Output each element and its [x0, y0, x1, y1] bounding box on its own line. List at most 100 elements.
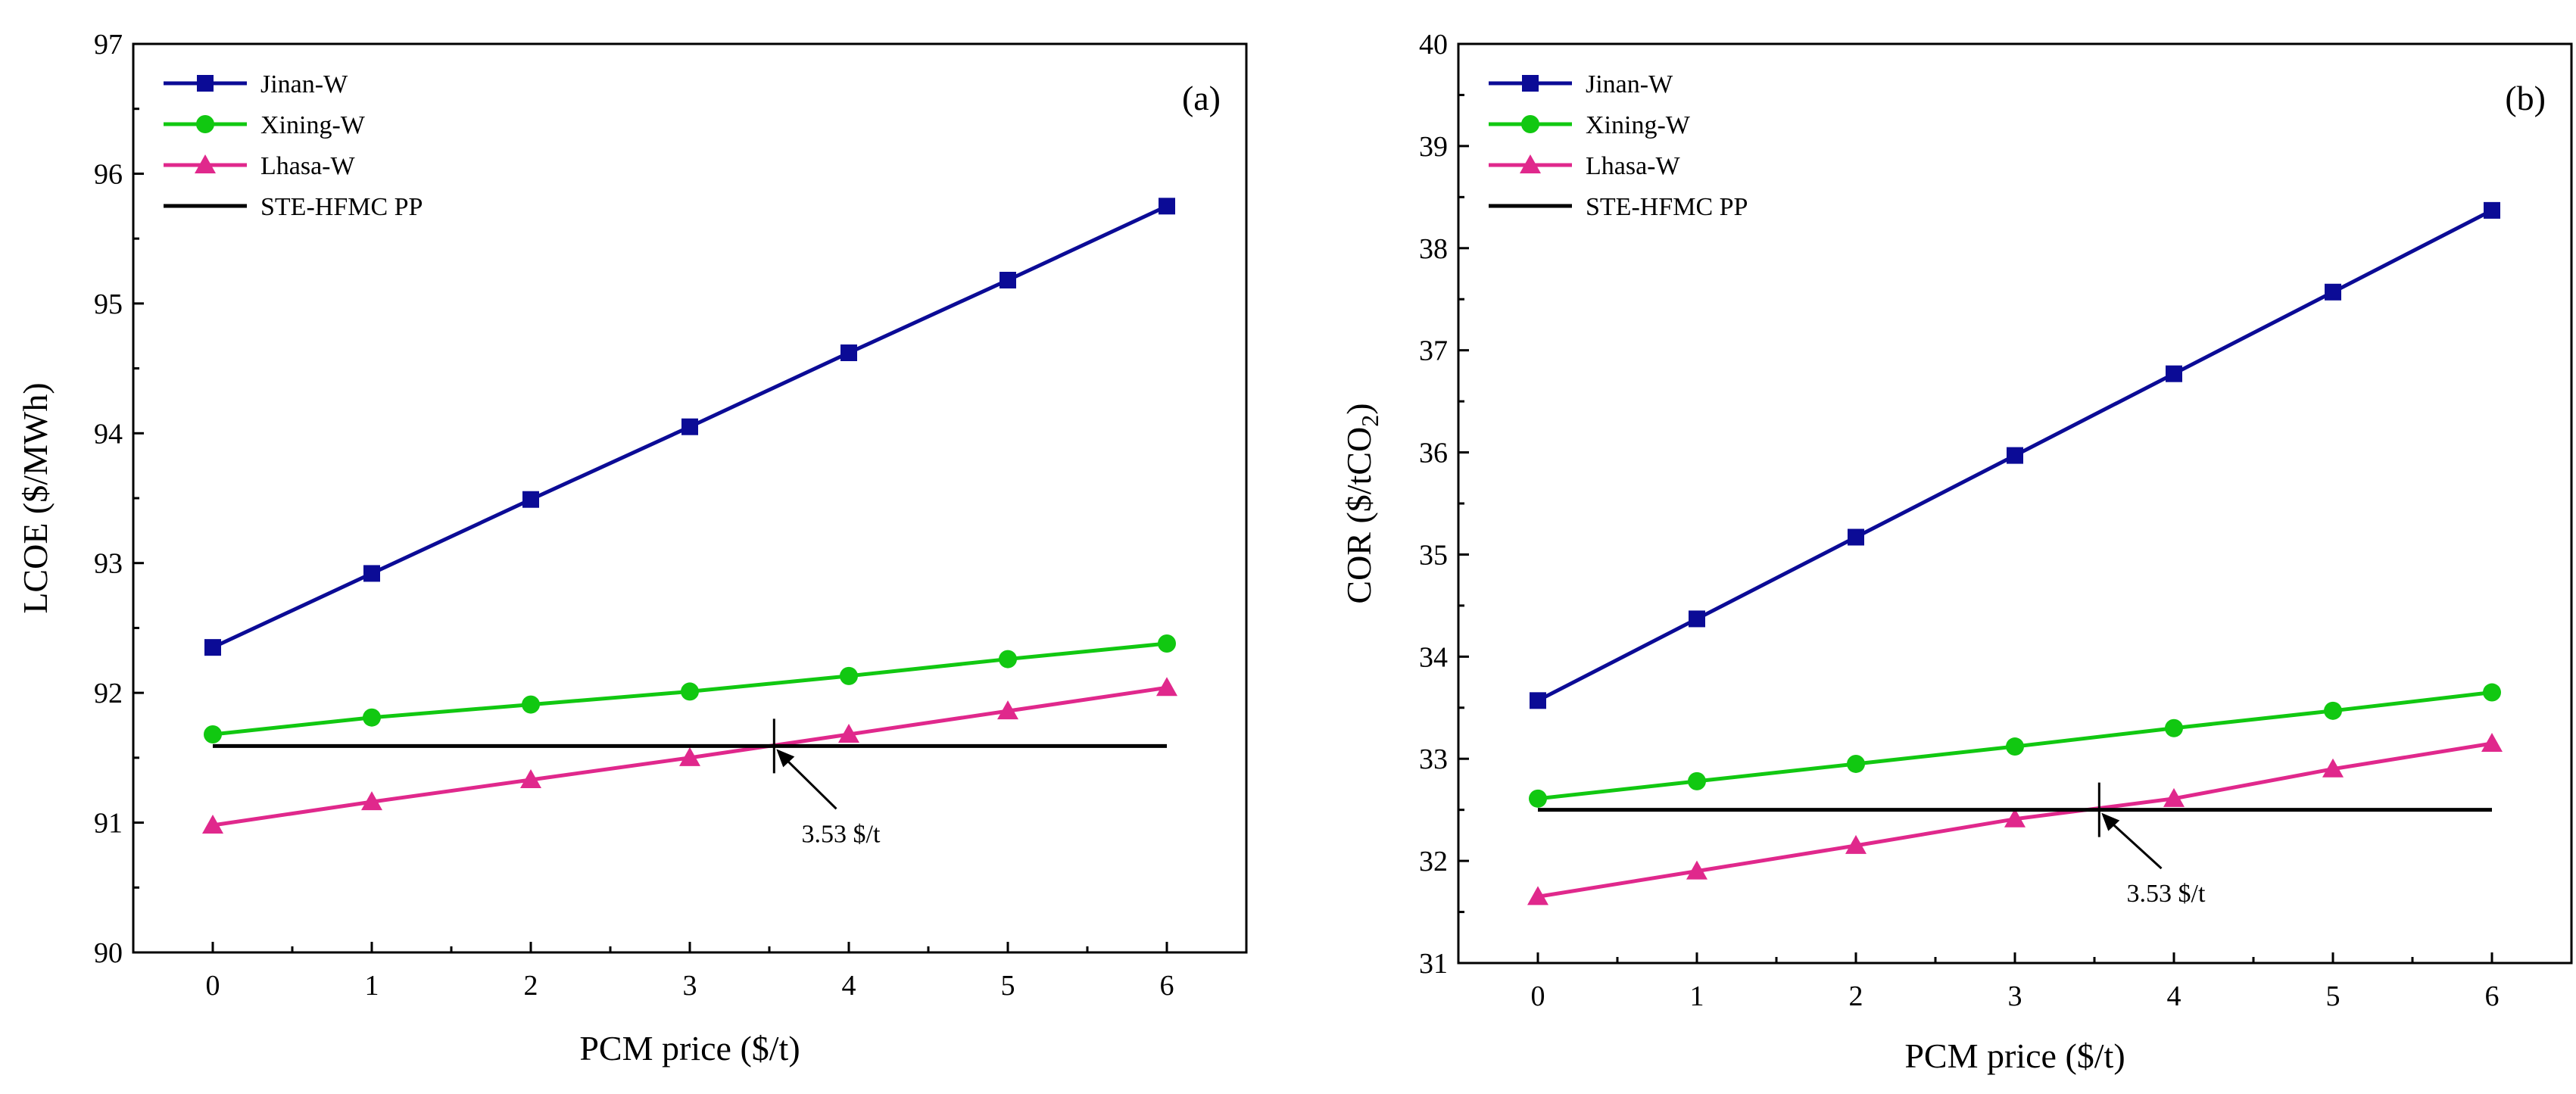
- data-point-lhasa-w-b: [1686, 860, 1707, 880]
- data-point-xining-w-a: [522, 695, 540, 714]
- data-point-lhasa-w-b: [2481, 732, 2503, 752]
- x-tick-label-a: 6: [1160, 970, 1174, 1002]
- annotation-arrowhead-a: [776, 749, 795, 768]
- panel-tag-b: (b): [2505, 79, 2546, 117]
- data-point-jinan-w-b: [2325, 283, 2341, 301]
- y-axis-label-b: COR ($/tCO2): [1339, 403, 1383, 603]
- data-point-lhasa-w-a: [202, 815, 223, 834]
- data-point-jinan-w-a: [1000, 272, 1016, 288]
- y-tick-label-b: 32: [1419, 846, 1448, 877]
- x-tick-label-a: 2: [524, 970, 538, 1002]
- data-point-xining-w-b: [1847, 754, 1865, 773]
- data-point-jinan-w-b: [1530, 692, 1546, 709]
- y-tick-label-b: 35: [1419, 539, 1448, 571]
- plot-area-a: [132, 42, 1248, 954]
- annotation-text-b: 3.53 $/t: [2127, 880, 2206, 908]
- y-tick-label-b: 34: [1419, 641, 1448, 673]
- legend-label-lhasa-w-b: Lhasa-W: [1586, 152, 1681, 180]
- x-tick-label-b: 5: [2326, 980, 2341, 1012]
- y-tick-label-a: 90: [94, 937, 123, 969]
- legend-label-jinan-w-a: Jinan-W: [260, 70, 348, 98]
- x-tick-label-b: 6: [2485, 980, 2500, 1012]
- x-tick-label-b: 0: [1531, 980, 1545, 1012]
- data-point-jinan-w-a: [681, 418, 698, 435]
- x-axis-label-b: PCM price ($/t): [1904, 1036, 2125, 1075]
- legend-marker-xining-w-a: [196, 115, 214, 133]
- data-point-jinan-w-b: [1848, 528, 1864, 546]
- data-point-lhasa-w-b: [2004, 808, 2026, 828]
- y-axis-label-b-main: COR ($/tCO: [1339, 427, 1378, 604]
- y-tick-label-a: 92: [94, 678, 123, 709]
- legend-label-xining-w-a: Xining-W: [260, 111, 366, 139]
- data-point-jinan-w-a: [204, 639, 221, 656]
- y-tick-label-b: 39: [1419, 131, 1448, 163]
- legend-label-ste-hfmc-pp-a: STE-HFMC PP: [260, 193, 423, 221]
- y-tick-label-a: 93: [94, 548, 123, 580]
- y-tick-label-b: 40: [1419, 29, 1448, 61]
- legend-label-lhasa-w-a: Lhasa-W: [260, 152, 356, 180]
- data-point-jinan-w-a: [840, 344, 857, 361]
- data-point-lhasa-w-a: [520, 769, 541, 788]
- data-point-xining-w-a: [1158, 634, 1176, 653]
- x-tick-label-a: 1: [365, 970, 379, 1002]
- legend-marker-xining-w-b: [1521, 115, 1539, 133]
- data-point-xining-w-b: [1529, 789, 1547, 808]
- data-point-xining-w-a: [363, 708, 381, 727]
- data-point-jinan-w-b: [2007, 447, 2023, 464]
- x-tick-label-b: 3: [2008, 980, 2022, 1012]
- data-point-xining-w-a: [204, 725, 222, 743]
- legend-label-ste-hfmc-pp-b: STE-HFMC PP: [1586, 193, 1748, 221]
- legend-marker-lhasa-w-b: [1520, 154, 1541, 173]
- y-axis-label-b-sub: 2: [1356, 415, 1383, 427]
- y-tick-label-a: 94: [94, 418, 123, 450]
- data-point-lhasa-w-a: [838, 724, 859, 743]
- x-axis-label-a: PCM price ($/t): [579, 1029, 800, 1068]
- data-point-jinan-w-a: [1159, 198, 1175, 215]
- data-point-xining-w-a: [999, 650, 1017, 669]
- legend-marker-jinan-w-b: [1522, 75, 1539, 92]
- data-point-jinan-w-a: [522, 491, 539, 508]
- y-tick-label-b: 36: [1419, 438, 1448, 469]
- x-tick-label-a: 5: [1001, 970, 1015, 1002]
- x-tick-label-b: 1: [1690, 980, 1704, 1012]
- data-point-lhasa-w-a: [997, 700, 1018, 720]
- x-tick-label-b: 4: [2167, 980, 2181, 1012]
- legend-a: Jinan-W Xining-W Lhasa-W STE-HFMC PP: [164, 70, 423, 221]
- y-tick-label-a: 95: [94, 288, 123, 320]
- legend-marker-lhasa-w-a: [195, 154, 216, 173]
- data-point-xining-w-a: [681, 682, 699, 701]
- data-point-jinan-w-b: [2166, 365, 2182, 382]
- y-tick-label-b: 33: [1419, 743, 1448, 775]
- y-axis-label-a: LCOE ($/MWh): [16, 382, 55, 613]
- data-point-jinan-w-b: [2484, 201, 2500, 219]
- data-point-lhasa-w-b: [2322, 758, 2344, 778]
- data-point-xining-w-b: [2483, 683, 2501, 702]
- data-point-lhasa-w-a: [679, 746, 700, 766]
- legend-b: Jinan-W Xining-W Lhasa-W STE-HFMC PP: [1489, 70, 1748, 221]
- y-tick-label-a: 96: [94, 158, 123, 190]
- data-point-xining-w-b: [2165, 718, 2183, 737]
- y-tick-label-b: 31: [1419, 948, 1448, 980]
- y-axis-label-b-end: ): [1339, 403, 1378, 414]
- data-point-lhasa-w-b: [1845, 834, 1867, 854]
- x-tick-label-a: 4: [842, 970, 856, 1002]
- annotation-arrowhead-b: [2101, 812, 2120, 831]
- y-tick-label-a: 91: [94, 808, 123, 840]
- x-tick-label-a: 3: [683, 970, 697, 1002]
- data-point-lhasa-w-a: [1156, 677, 1177, 697]
- data-point-xining-w-b: [1688, 771, 1706, 790]
- data-point-lhasa-w-a: [361, 791, 382, 811]
- x-tick-label-a: 0: [206, 970, 220, 1002]
- y-tick-label-b: 37: [1419, 335, 1448, 367]
- y-tick-label-a: 97: [94, 29, 123, 61]
- x-tick-label-b: 2: [1849, 980, 1863, 1012]
- data-point-xining-w-b: [2006, 737, 2024, 756]
- panel-tag-a: (a): [1182, 79, 1221, 117]
- data-point-jinan-w-a: [363, 565, 380, 582]
- panel-a: 3.53 $/t 90 91 92 93 94 95 96 97 0 1 2 3 4 5 6 Jinan-W…: [16, 29, 1248, 1068]
- data-point-lhasa-w-b: [1527, 886, 1548, 905]
- y-tick-label-b: 38: [1419, 233, 1448, 265]
- data-point-lhasa-w-b: [2163, 787, 2185, 807]
